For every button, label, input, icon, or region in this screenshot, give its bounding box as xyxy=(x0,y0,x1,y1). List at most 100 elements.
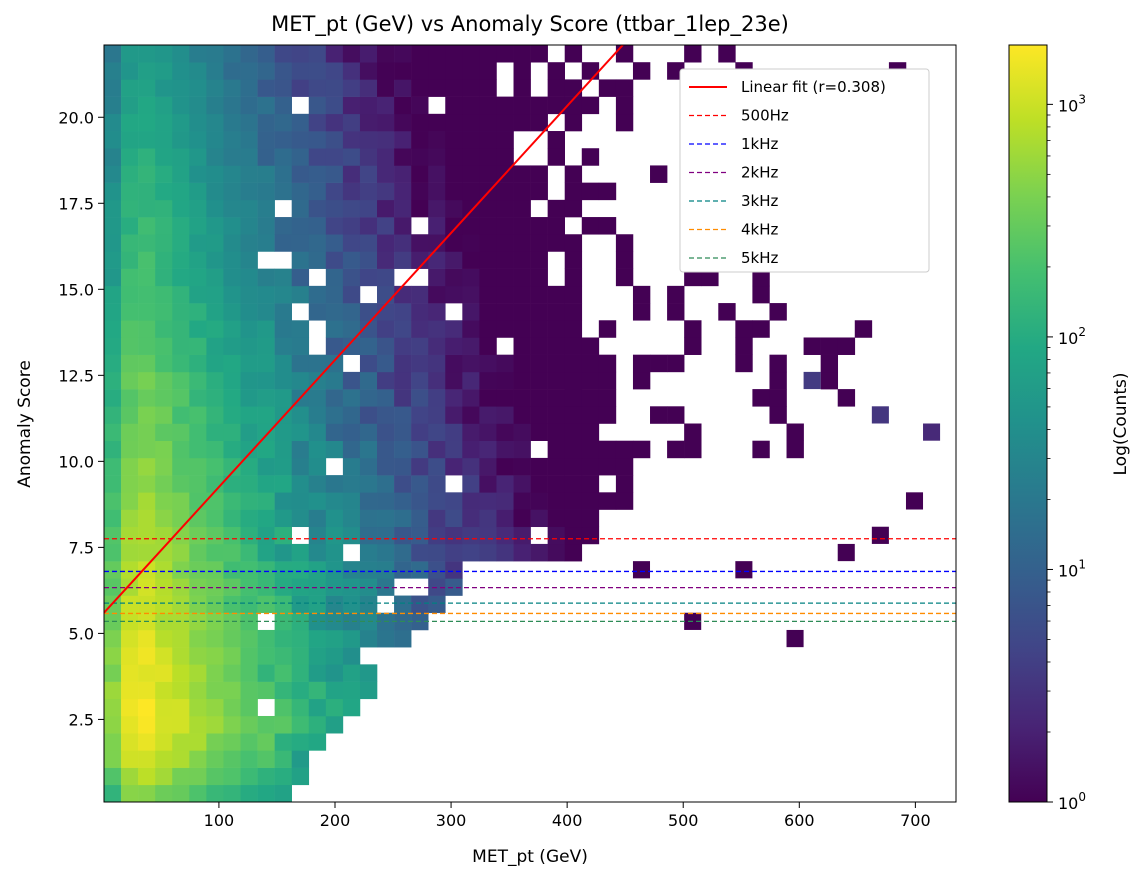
heatmap-cell xyxy=(104,698,122,717)
heatmap-cell xyxy=(530,509,548,528)
heatmap-cell xyxy=(257,217,275,235)
heatmap-cell xyxy=(291,664,310,682)
heatmap-cell xyxy=(479,96,497,115)
heatmap-cell xyxy=(411,389,429,407)
heatmap-cell xyxy=(104,62,122,80)
heatmap-cell xyxy=(206,165,224,183)
heatmap-cell xyxy=(240,733,258,751)
heatmap-cell xyxy=(257,131,275,149)
heatmap-cell xyxy=(206,354,224,373)
heatmap-cell xyxy=(291,131,310,149)
heatmap-cell xyxy=(479,303,497,321)
heatmap-cell xyxy=(257,440,275,459)
heatmap-cell xyxy=(377,406,395,424)
heatmap-cell xyxy=(325,681,344,700)
heatmap-cell xyxy=(206,664,224,682)
heatmap-cell xyxy=(172,182,190,201)
heatmap-cell xyxy=(240,681,258,700)
heatmap-cell xyxy=(530,96,548,115)
heatmap-cell xyxy=(189,698,207,717)
heatmap-cell xyxy=(104,268,122,287)
heatmap-cell xyxy=(377,389,395,407)
heatmap-cell xyxy=(581,217,600,235)
heatmap-cell xyxy=(394,337,412,355)
heatmap-cell xyxy=(428,320,446,338)
heatmap-cell xyxy=(223,526,241,545)
heatmap-cell xyxy=(308,165,327,183)
heatmap-cell xyxy=(581,96,600,115)
heatmap-cell xyxy=(547,406,565,424)
legend-box xyxy=(679,68,930,273)
heatmap-cell xyxy=(377,285,395,304)
heatmap-cell xyxy=(104,182,122,201)
heatmap-cell xyxy=(445,234,463,252)
heatmap-cell xyxy=(257,629,275,648)
heatmap-cell xyxy=(564,113,583,132)
heatmap-cell xyxy=(257,234,275,252)
heatmap-cell xyxy=(564,440,583,459)
heatmap-cell xyxy=(308,96,327,115)
fit-line-group xyxy=(104,45,624,614)
heatmap-cell xyxy=(394,251,412,269)
heatmap-cell xyxy=(206,509,224,528)
heatmap-cell xyxy=(172,784,190,802)
heatmap-cell xyxy=(274,681,292,700)
heatmap-cell xyxy=(581,457,600,476)
heatmap-cell xyxy=(257,423,275,441)
heatmap-cell xyxy=(291,113,310,132)
heatmap-cell xyxy=(206,750,224,768)
heatmap-cell xyxy=(308,509,327,528)
heatmap-cell xyxy=(325,543,344,562)
heatmap-cell xyxy=(121,543,139,562)
heatmap-cells xyxy=(104,45,941,802)
heatmap-cell xyxy=(104,234,122,252)
heatmap-cell xyxy=(172,561,190,579)
heatmap-cell xyxy=(172,79,190,97)
heatmap-cell xyxy=(496,217,514,235)
heatmap-cell xyxy=(377,113,395,132)
heatmap-cell xyxy=(394,526,412,545)
heatmap-cell xyxy=(377,45,395,63)
heatmap-cell xyxy=(462,268,480,287)
heatmap-cell xyxy=(172,475,190,493)
heatmap-cell xyxy=(547,131,565,149)
heatmap-cell xyxy=(445,578,463,596)
heatmap-cell xyxy=(223,96,241,115)
heatmap-cell xyxy=(155,681,173,700)
heatmap-cell xyxy=(138,113,156,132)
heatmap-cell xyxy=(342,389,361,407)
heatmap-cell xyxy=(342,423,361,441)
heatmap-cell xyxy=(189,509,207,528)
heatmap-cell xyxy=(598,492,617,510)
heatmap-cell xyxy=(428,423,446,441)
heatmap-cell xyxy=(837,389,856,407)
heatmap-cell xyxy=(547,62,565,80)
heatmap-cell xyxy=(274,767,292,786)
heatmap-cell xyxy=(359,217,378,235)
heatmap-cell xyxy=(223,182,241,201)
heatmap-cell xyxy=(513,303,531,321)
heatmap-cell xyxy=(342,526,361,545)
heatmap-cell xyxy=(342,647,361,665)
heatmap-cell xyxy=(803,337,821,355)
heatmap-cell xyxy=(240,406,258,424)
heatmap-cell xyxy=(308,733,327,751)
heatmap-cell xyxy=(598,371,617,390)
heatmap-cell xyxy=(564,509,583,528)
heatmap-cell xyxy=(394,457,412,476)
heatmap-cell xyxy=(530,337,548,355)
y-tick-label: 10.0 xyxy=(58,452,94,471)
heatmap-cell xyxy=(377,629,395,648)
colorbar-tick-label: 101 xyxy=(1058,557,1086,580)
heatmap-cell xyxy=(172,62,190,80)
heatmap-cell xyxy=(240,182,258,201)
heatmap-cell xyxy=(769,371,787,390)
heatmap-cell xyxy=(325,561,344,579)
heatmap-cell xyxy=(394,199,412,218)
heatmap-cell xyxy=(240,320,258,338)
heatmap-cell xyxy=(377,543,395,562)
heatmap-cell xyxy=(547,509,565,528)
heatmap-cell xyxy=(138,337,156,355)
x-axis-ticks: 100 200 300 400 500 600 700 xyxy=(204,802,931,830)
heatmap-cell xyxy=(411,131,429,149)
